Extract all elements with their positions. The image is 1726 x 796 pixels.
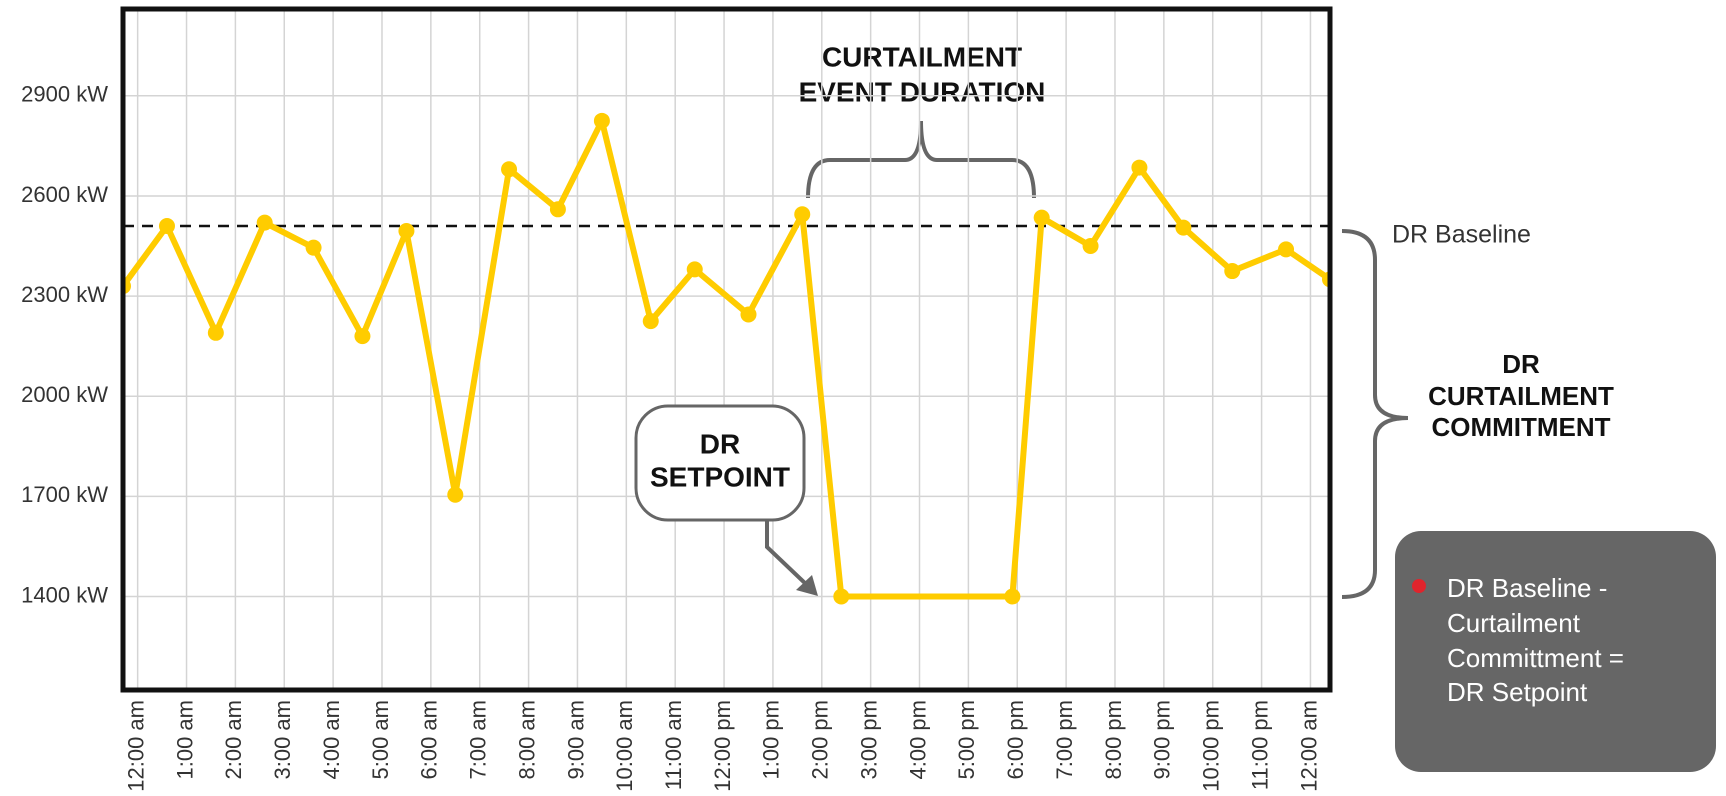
data-point — [1175, 219, 1192, 236]
commitment-label: CURTAILMENT — [1428, 381, 1614, 411]
data-point — [207, 324, 224, 341]
data-point — [833, 588, 850, 605]
y-tick-label: 2900 kW — [21, 82, 108, 107]
event-brace — [806, 120, 1036, 199]
data-point — [447, 486, 464, 503]
x-tick-label: 9:00 am — [563, 700, 588, 780]
x-tick-label: 12:00 am — [123, 700, 148, 792]
x-tick-label: 12:00 pm — [710, 700, 735, 792]
data-point — [593, 112, 610, 129]
commitment-label: COMMITMENT — [1431, 412, 1610, 442]
y-tick-label: 2000 kW — [21, 382, 108, 407]
data-point — [256, 214, 273, 231]
series-line — [123, 117, 1330, 600]
data-point — [1278, 241, 1295, 258]
data-point — [354, 328, 371, 345]
setpoint-label: SETPOINT — [650, 461, 790, 492]
x-tick-label: 10:00 pm — [1199, 700, 1224, 792]
commitment-brace — [1341, 229, 1409, 599]
x-tick-label: 10:00 am — [612, 700, 637, 792]
formula-text: DR Setpoint — [1447, 677, 1588, 707]
formula-text: Curtailment — [1447, 608, 1581, 638]
setpoint-pointer — [765, 515, 810, 588]
x-tick-label: 2:00 pm — [808, 700, 833, 780]
setpoint-box — [634, 404, 806, 522]
x-tick-label: 7:00 am — [466, 700, 491, 780]
x-tick-label: 3:00 am — [270, 700, 295, 780]
formula-text: DR Baseline - — [1447, 573, 1607, 603]
data-point — [686, 261, 703, 278]
commitment-label: DR — [1502, 349, 1540, 379]
setpoint-arrowhead — [796, 575, 818, 596]
event-label: EVENT DURATION — [799, 76, 1046, 107]
y-tick-label: 2300 kW — [21, 282, 108, 307]
data-point — [1224, 263, 1241, 280]
data-point — [305, 239, 322, 256]
x-tick-label: 3:00 pm — [856, 700, 881, 780]
x-tick-label: 5:00 am — [368, 700, 393, 780]
x-tick-label: 1:00 am — [172, 700, 197, 780]
x-tick-label: 2:00 am — [221, 700, 246, 780]
y-tick-label: 2600 kW — [21, 182, 108, 207]
data-point — [642, 313, 659, 330]
data-point — [158, 217, 175, 234]
data-point — [1004, 588, 1021, 605]
x-tick-label: 11:00 pm — [1247, 700, 1272, 790]
plot: 12:00 am 1:00 am 2:00 am 3:00 am 4:00 am 5:00… — [21, 6, 1333, 792]
x-tick-label: 4:00 am — [319, 700, 344, 780]
formula-box — [1395, 531, 1716, 772]
x-tick-label: 12:00 am — [1296, 700, 1321, 792]
data-point — [1131, 159, 1148, 176]
data-point — [740, 306, 757, 323]
x-tick-label: 9:00 pm — [1150, 700, 1175, 780]
data-point — [1082, 238, 1099, 255]
baseline-label: DR Baseline — [1392, 221, 1531, 249]
data-point — [794, 206, 811, 223]
plot-frame — [120, 6, 1333, 693]
x-tick-label: 7:00 pm — [1052, 700, 1077, 780]
data-point — [1033, 209, 1050, 226]
event-label: CURTAILMENT — [822, 41, 1022, 72]
x-tick-label: 1:00 pm — [759, 700, 784, 780]
x-tick-label: 5:00 pm — [954, 700, 979, 780]
x-tick-label: 6:00 pm — [1003, 700, 1028, 780]
data-point — [501, 161, 518, 178]
y-tick-label: 1400 kW — [21, 582, 108, 607]
x-tick-label: 4:00 pm — [905, 700, 930, 780]
data-point — [549, 201, 566, 218]
x-tick-label: 8:00 am — [514, 700, 539, 780]
y-tick-label: 1700 kW — [21, 482, 108, 507]
x-tick-label: 11:00 am — [661, 700, 686, 790]
bullet — [1412, 579, 1426, 593]
formula-text: Committment = — [1447, 643, 1624, 673]
setpoint-label: DR — [700, 428, 740, 459]
data-point — [398, 222, 415, 239]
x-tick-label: 6:00 am — [417, 700, 442, 780]
x-tick-label: 8:00 pm — [1101, 700, 1126, 780]
